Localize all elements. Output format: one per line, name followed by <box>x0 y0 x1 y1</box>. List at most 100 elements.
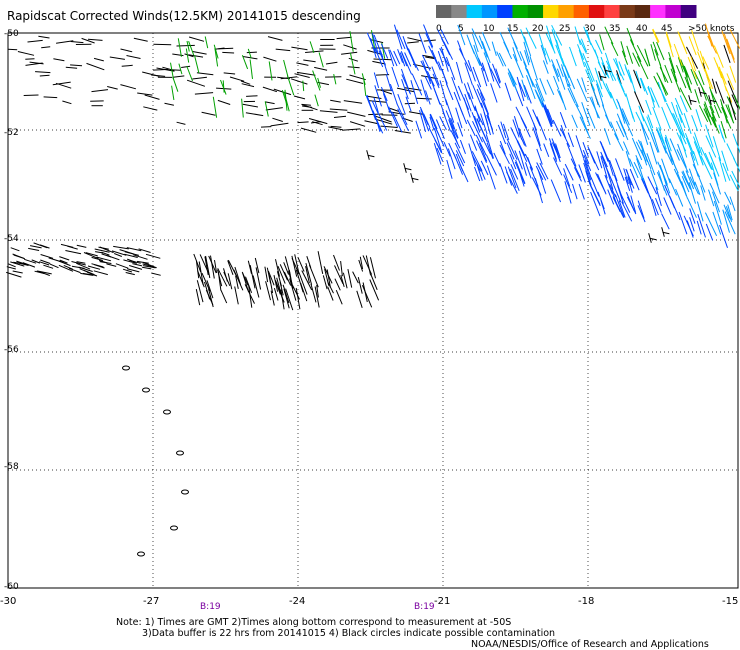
time-mark-2: B:19 <box>414 602 435 612</box>
wind-barb <box>564 65 576 90</box>
wind-barb <box>302 105 313 108</box>
wind-barb <box>173 75 185 78</box>
wind-barb <box>535 83 545 107</box>
wind-barb <box>711 116 720 134</box>
wind-barb <box>635 70 641 87</box>
wind-barb <box>705 124 714 148</box>
wind-barb <box>213 44 219 59</box>
wind-barb <box>6 271 22 278</box>
wind-barb <box>357 276 363 294</box>
wind-barb <box>37 270 52 275</box>
wind-barb <box>476 140 487 164</box>
wind-barb <box>595 79 604 98</box>
wind-barb <box>569 46 577 67</box>
wind-barb <box>328 126 344 131</box>
wind-barb <box>566 142 577 167</box>
wind-barb <box>455 61 463 84</box>
wind-barb <box>645 99 652 116</box>
wind-barb <box>40 259 51 264</box>
wind-barb <box>656 129 667 154</box>
wind-barb <box>433 123 445 147</box>
wind-barb <box>712 191 720 213</box>
wind-barb <box>192 51 207 55</box>
wind-barb <box>94 248 110 253</box>
note-line-1: Note: 1) Times are GMT 2)Times along bot… <box>116 617 511 628</box>
wind-barb <box>604 69 612 73</box>
wind-barb <box>469 134 478 151</box>
wind-barb <box>713 200 722 225</box>
wind-barb <box>550 179 562 203</box>
wind-barb <box>689 217 695 232</box>
wind-barb <box>633 69 642 89</box>
wind-barb <box>39 244 50 249</box>
wind-barb <box>512 54 524 78</box>
wind-barb <box>723 44 731 63</box>
wind-barb <box>526 68 534 87</box>
lat-label-60: -60 <box>4 582 19 592</box>
wind-barb <box>683 65 693 85</box>
wind-barb <box>279 264 288 281</box>
wind-barb <box>371 32 379 55</box>
legend-swatch <box>558 5 575 18</box>
wind-barb <box>546 25 555 51</box>
wind-barb <box>369 279 380 301</box>
wind-barb <box>222 51 235 54</box>
wind-barb <box>283 59 289 77</box>
wind-barb <box>708 151 717 171</box>
wind-barb <box>262 86 278 93</box>
wind-barb <box>671 101 678 118</box>
wind-barb <box>35 71 51 74</box>
wind-barb <box>675 104 683 123</box>
wind-barb <box>294 254 300 273</box>
wind-barb <box>524 50 530 66</box>
wind-barb <box>273 274 279 292</box>
wind-barb <box>514 150 523 170</box>
wind-barb <box>153 68 169 71</box>
wind-barb <box>703 103 712 126</box>
wind-barb <box>581 77 587 93</box>
wind-barb <box>264 266 269 283</box>
wind-barb <box>567 132 574 148</box>
wind-barb <box>330 99 341 103</box>
wind-barb <box>468 143 477 167</box>
wind-barb <box>76 244 87 248</box>
wind-barb <box>129 265 143 270</box>
wind-barb <box>56 40 74 44</box>
wind-barb <box>391 66 400 88</box>
wind-barb <box>591 86 601 108</box>
contamination-circle <box>170 525 178 531</box>
wind-barb <box>240 80 251 85</box>
contamination-circle <box>163 409 171 415</box>
contamination-circle <box>122 365 130 371</box>
wind-barb <box>513 41 522 61</box>
wind-barb <box>91 256 104 261</box>
wind-barb <box>306 256 312 268</box>
wind-barb <box>614 133 624 152</box>
wind-barb <box>308 264 319 288</box>
wind-barb <box>723 33 730 49</box>
wind-barb <box>636 158 645 181</box>
wind-barb <box>679 87 692 111</box>
wind-barb <box>421 54 431 71</box>
wind-barb <box>595 39 603 55</box>
wind-barb <box>342 272 348 289</box>
wind-barb <box>604 52 614 77</box>
wind-barb <box>683 215 694 237</box>
wind-barb <box>204 36 209 49</box>
wind-barb <box>126 247 142 252</box>
wind-barb <box>188 41 195 56</box>
wind-barb <box>691 115 699 132</box>
wind-barb <box>305 50 324 53</box>
wind-barb <box>684 133 695 155</box>
wind-barb <box>510 163 519 180</box>
lon-label-27: -27 <box>143 596 159 607</box>
wind-barb <box>578 164 586 183</box>
wind-barb <box>24 258 37 264</box>
wind-barb <box>214 260 218 273</box>
wind-barb <box>529 56 538 81</box>
wind-barb <box>617 185 624 204</box>
wind-barb <box>475 134 487 156</box>
wind-barb <box>652 29 659 44</box>
wind-barb <box>471 112 481 133</box>
wind-barb <box>52 81 71 86</box>
